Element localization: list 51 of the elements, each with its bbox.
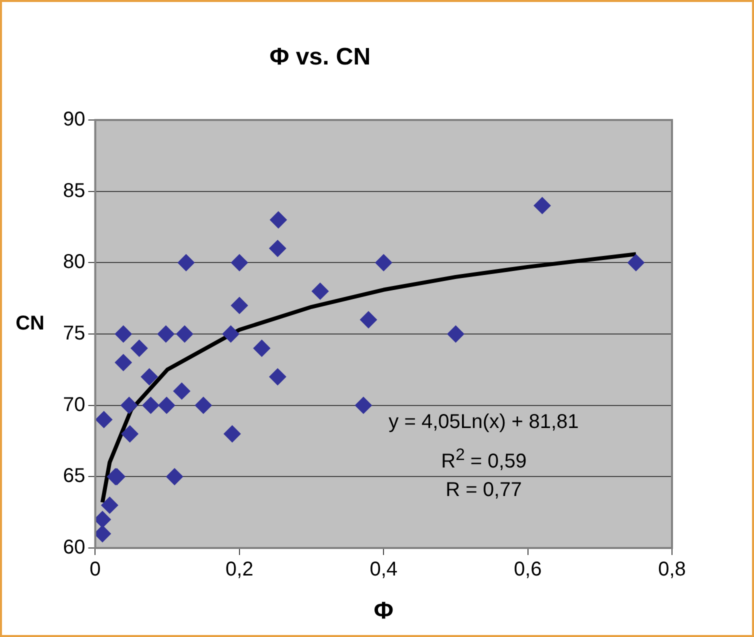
point xyxy=(375,254,392,272)
point xyxy=(95,411,112,428)
annotation: y = 4,05Ln(x) + 81,81 xyxy=(388,410,579,434)
point xyxy=(230,296,248,314)
point xyxy=(270,211,287,228)
point xyxy=(101,496,118,514)
annotation: R = 0,77 xyxy=(446,478,522,502)
point xyxy=(230,254,248,272)
point xyxy=(354,396,372,414)
y-tick-label: 70 xyxy=(62,394,86,416)
point xyxy=(269,368,286,386)
point xyxy=(222,326,240,342)
point xyxy=(157,326,174,342)
x-tick-label: 0,4 xyxy=(370,558,398,581)
y-tick-label: 85 xyxy=(62,180,86,202)
point xyxy=(627,254,644,272)
point xyxy=(447,326,464,342)
point xyxy=(142,396,160,414)
point xyxy=(269,240,286,257)
point xyxy=(158,396,176,414)
point xyxy=(130,340,148,357)
point xyxy=(140,368,158,386)
point xyxy=(224,425,241,442)
y-tick-label: 75 xyxy=(62,322,86,345)
y-tick-label: 60 xyxy=(62,536,86,559)
point xyxy=(253,340,270,357)
chart-title: Φ vs. CN xyxy=(269,44,371,71)
x-axis-title: Φ xyxy=(374,598,394,625)
point xyxy=(194,396,212,414)
point xyxy=(121,425,138,442)
point xyxy=(120,396,138,414)
y-tick-label: 65 xyxy=(62,465,86,488)
point xyxy=(95,525,111,542)
point xyxy=(114,354,132,372)
annotation: R$^{2}$ = 0,59 xyxy=(441,444,527,474)
x-tick-label: 0,8 xyxy=(658,558,686,581)
x-tick-label: 0,6 xyxy=(514,558,542,581)
point xyxy=(114,326,132,342)
y-tick-label: 80 xyxy=(62,251,86,274)
point xyxy=(360,311,377,328)
point xyxy=(166,468,184,486)
point xyxy=(178,254,195,272)
y-axis-title: CN xyxy=(16,312,44,335)
point xyxy=(176,326,194,342)
point xyxy=(173,382,190,400)
point xyxy=(534,197,551,214)
x-tick-label: 0 xyxy=(90,558,101,581)
point xyxy=(95,510,111,528)
point xyxy=(312,282,329,300)
y-tick-label: 90 xyxy=(62,108,86,131)
x-tick-label: 0,2 xyxy=(226,558,254,581)
